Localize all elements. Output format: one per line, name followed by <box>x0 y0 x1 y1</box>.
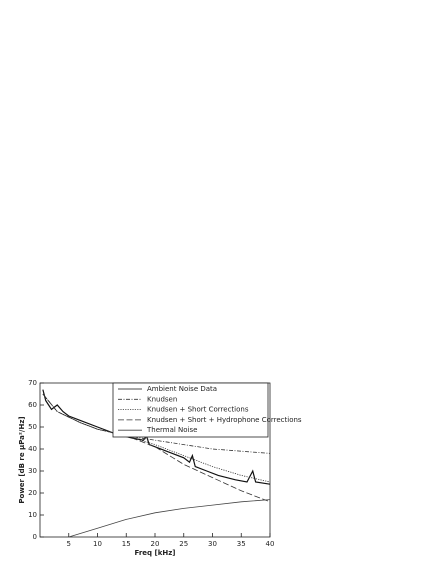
x-tick-label: 30 <box>208 540 217 548</box>
x-tick-label: 35 <box>237 540 246 548</box>
y-tick-label: 30 <box>28 467 37 475</box>
y-tick-label: 60 <box>28 401 37 409</box>
y-tick-label: 0 <box>33 533 37 541</box>
legend-label: Knudsen <box>147 395 177 403</box>
series-line <box>42 393 270 483</box>
y-tick-label: 10 <box>28 511 37 519</box>
y-tick-label: 20 <box>28 489 37 497</box>
y-tick-label: 50 <box>28 423 37 431</box>
x-tick-label: 5 <box>67 540 71 548</box>
legend-box <box>112 382 269 438</box>
series-line <box>42 393 270 503</box>
x-tick-label: 25 <box>179 540 188 548</box>
series-line <box>68 499 270 537</box>
x-tick-label: 10 <box>93 540 102 548</box>
legend-label: Thermal Noise <box>146 426 197 434</box>
y-axis-label: Power [dB re μPa²/Hz] <box>18 416 26 503</box>
series-line <box>42 389 270 485</box>
legend-label: Knudsen + Short Corrections <box>147 406 249 414</box>
x-tick-label: 15 <box>122 540 131 548</box>
y-tick-label: 40 <box>28 445 37 453</box>
plot-lines <box>42 389 270 537</box>
legend-label: Ambient Noise Data <box>147 385 217 393</box>
x-tick-label: 40 <box>266 540 275 548</box>
x-axis-label: Freq [kHz] <box>135 549 176 557</box>
x-tick-label: 20 <box>151 540 160 548</box>
legend-label: Knudsen + Short + Hydrophone Corrections <box>147 416 302 424</box>
y-tick-label: 70 <box>28 379 37 387</box>
